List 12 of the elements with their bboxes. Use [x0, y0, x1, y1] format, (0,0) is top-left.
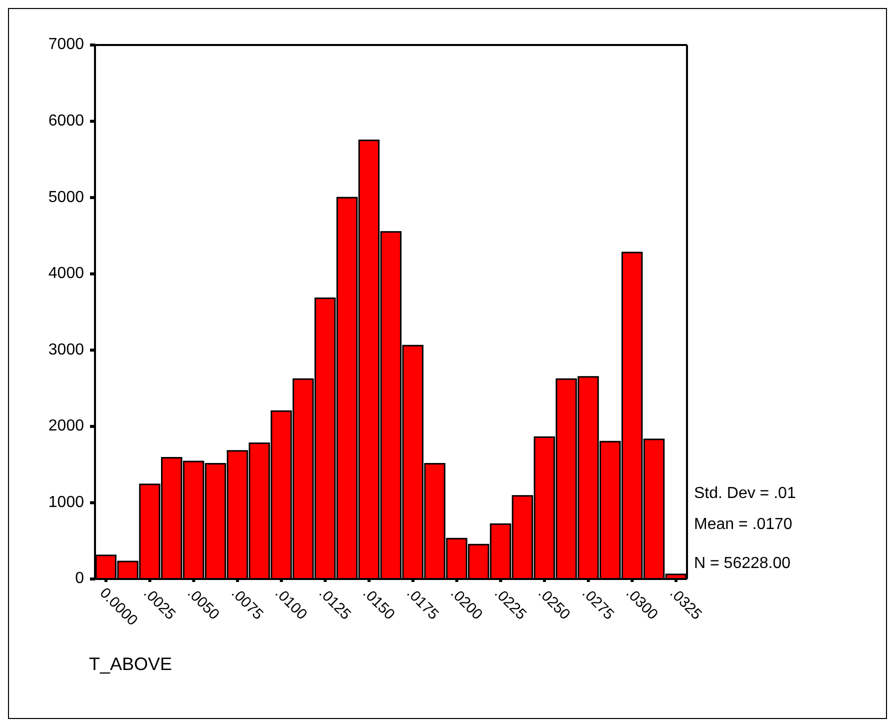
y-tick-label: 5000 — [48, 188, 84, 206]
text: N = 56228.00 — [694, 555, 791, 573]
y-tick-label: 1000 — [48, 494, 84, 511]
x-axis-title: T_ABOVE — [89, 654, 172, 675]
y-tick-label: 0 — [75, 570, 84, 588]
text: Std. Dev = .01 — [694, 485, 796, 503]
text: Mean = .0170 — [694, 516, 792, 534]
y-tick-label: 3000 — [48, 341, 84, 358]
y-tick-label: 6000 — [48, 112, 84, 130]
y-tick-label: 7000 — [48, 36, 84, 54]
y-tick-label: 2000 — [48, 418, 84, 435]
y-tick-label: 4000 — [48, 265, 84, 282]
